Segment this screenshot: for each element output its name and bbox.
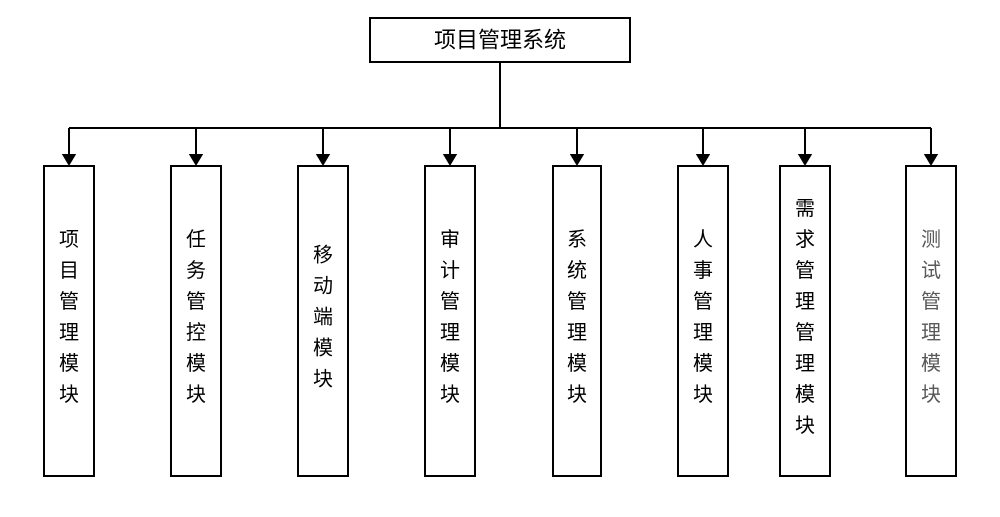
child-node-box	[678, 166, 728, 476]
child-node-box	[906, 166, 956, 476]
arrowhead-icon	[696, 154, 710, 166]
arrowhead-icon	[62, 154, 76, 166]
child-node-box	[44, 166, 94, 476]
arrowhead-icon	[798, 154, 812, 166]
root-node-label: 项目管理系统	[434, 28, 566, 53]
child-node-box	[553, 166, 601, 476]
child-node-label: 移动端模块	[313, 244, 333, 391]
arrowhead-icon	[316, 154, 330, 166]
arrowhead-icon	[443, 154, 457, 166]
arrowhead-icon	[189, 154, 203, 166]
arrowhead-icon	[570, 154, 584, 166]
child-node-box	[425, 166, 475, 476]
arrowhead-icon	[924, 154, 938, 166]
child-node-box	[171, 166, 221, 476]
